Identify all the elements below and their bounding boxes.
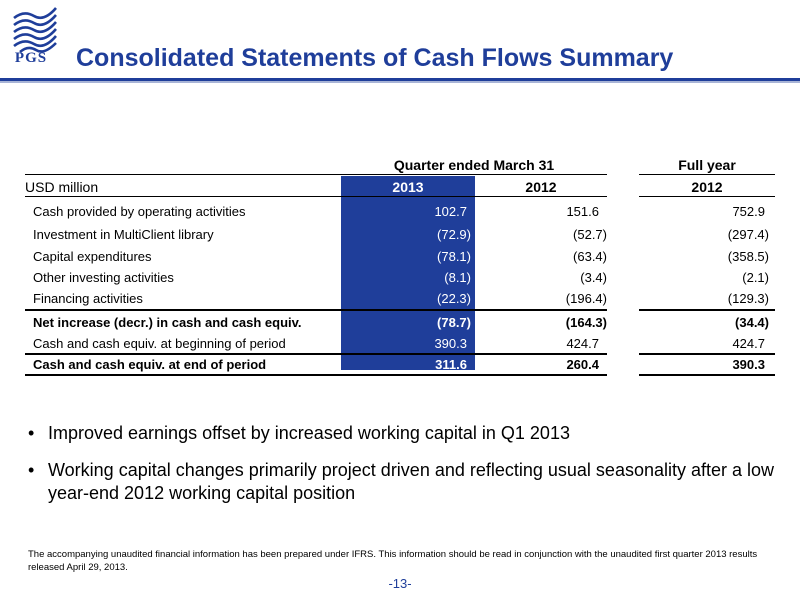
row-label: Cash and cash equiv. at beginning of per…: [33, 336, 286, 351]
unit-label: USD million: [25, 179, 99, 195]
bullet-list: • Improved earnings offset by increased …: [28, 422, 788, 519]
row-label: Investment in MultiClient library: [33, 227, 214, 242]
value-2012: 424.7: [566, 336, 599, 351]
page-number: -13-: [388, 576, 412, 591]
row-label: Capital expenditures: [33, 249, 152, 264]
value-2012: (52.7): [573, 227, 607, 242]
footnote: The accompanying unaudited financial inf…: [28, 549, 758, 573]
divider: [639, 309, 775, 311]
row-label: Cash and cash equiv. at end of period: [33, 357, 267, 372]
value-fy2012: (297.4): [727, 227, 769, 242]
highlight-column-2013: [341, 176, 475, 370]
wave-logo-icon: [13, 7, 57, 54]
bullet-marker: •: [28, 423, 35, 443]
title-rule-shadow: [0, 81, 800, 83]
value-2013: (72.9): [437, 227, 471, 242]
group-quarter-label: Quarter ended March 31: [393, 157, 555, 173]
title-rule: [0, 78, 800, 81]
value-2013: 102.7: [434, 204, 467, 219]
value-2012: (164.3): [565, 315, 607, 330]
row-label: Financing activities: [33, 291, 143, 306]
value-fy2012: (358.5): [727, 249, 769, 264]
list-item: • Working capital changes primarily proj…: [28, 459, 788, 505]
value-fy2012: 752.9: [732, 204, 765, 219]
row-label: Net increase (decr.) in cash and cash eq…: [33, 315, 302, 330]
bullet-marker: •: [28, 460, 35, 480]
divider: [639, 374, 775, 376]
row-label: Other investing activities: [33, 270, 174, 285]
value-2013: 390.3: [434, 336, 467, 351]
value-fy2012: (2.1): [742, 270, 769, 285]
list-item: • Improved earnings offset by increased …: [28, 422, 788, 445]
value-2013: (78.7): [437, 315, 471, 330]
value-2012: (196.4): [565, 291, 607, 306]
value-2012: (63.4): [573, 249, 607, 264]
divider: [25, 196, 607, 197]
divider: [25, 309, 607, 311]
page-title: Consolidated Statements of Cash Flows Su…: [76, 44, 674, 72]
col-header-2013: 2013: [392, 179, 424, 195]
value-2012: (3.4): [580, 270, 607, 285]
value-fy2012: 390.3: [732, 357, 765, 372]
value-2013: (8.1): [444, 270, 471, 285]
bullet-text: Improved earnings offset by increased wo…: [48, 423, 570, 443]
value-2012: 260.4: [566, 357, 599, 372]
value-fy2012: (129.3): [727, 291, 769, 306]
col-header-fy2012: 2012: [691, 179, 723, 195]
col-header-2012: 2012: [525, 179, 557, 195]
divider: [25, 374, 607, 376]
pgs-logo: [10, 4, 62, 74]
value-2013: 311.6: [435, 357, 467, 372]
divider: [25, 353, 607, 355]
value-2012: 151.6: [566, 204, 599, 219]
divider: [639, 196, 775, 197]
logo-text: PGS: [14, 50, 48, 66]
bullet-text: Working capital changes primarily projec…: [48, 460, 775, 503]
row-label: Cash provided by operating activities: [33, 204, 246, 219]
divider: [639, 353, 775, 355]
group-full-year-label: Full year: [678, 157, 736, 173]
value-fy2012: (34.4): [735, 315, 769, 330]
value-2013: (22.3): [437, 291, 471, 306]
value-2013: (78.1): [437, 249, 471, 264]
value-fy2012: 424.7: [732, 336, 765, 351]
divider: [639, 174, 775, 175]
divider: [25, 174, 607, 175]
